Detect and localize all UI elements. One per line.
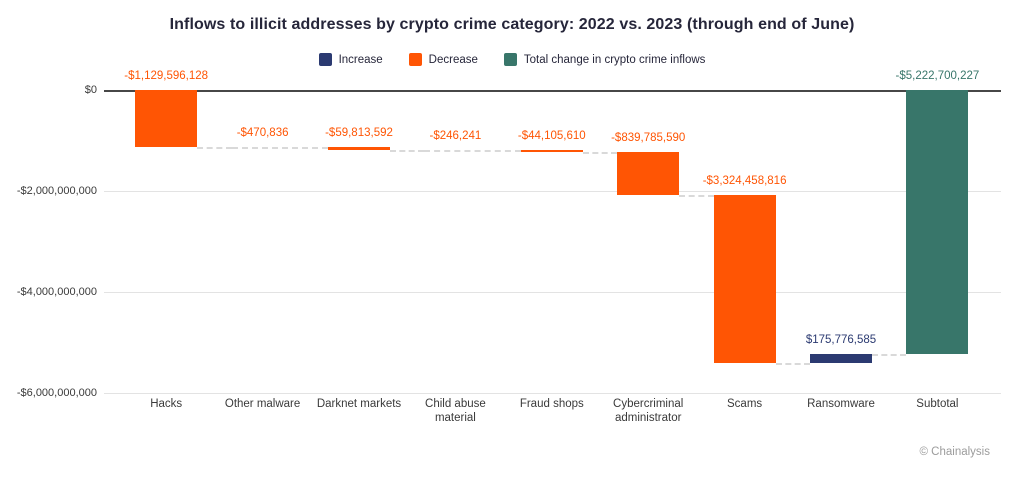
bar-value-label: -$470,836 xyxy=(236,127,289,140)
waterfall-bar-decrease xyxy=(328,147,390,151)
x-axis-category-label: Other malware xyxy=(224,398,301,410)
bar-value-label: -$59,813,592 xyxy=(325,127,393,140)
waterfall-connector xyxy=(775,362,810,365)
bar-value-label: -$246,241 xyxy=(429,130,482,143)
waterfall-connector xyxy=(197,147,232,150)
legend-item-increase: Increase xyxy=(318,53,383,66)
legend-swatch-total xyxy=(503,53,517,66)
waterfall-connector xyxy=(231,147,328,150)
waterfall-connector xyxy=(390,150,425,153)
chart-title: Inflows to illicit addresses by crypto c… xyxy=(169,16,855,33)
bar-value-label: -$839,785,590 xyxy=(611,132,686,145)
legend-swatch-increase xyxy=(318,53,332,66)
x-axis-category-label: Fraud shops xyxy=(519,398,584,410)
bar-value-label: -$3,324,458,816 xyxy=(702,174,787,187)
bar-value-label: -$5,222,700,227 xyxy=(895,70,980,82)
gridline xyxy=(104,393,1001,394)
x-axis-category-label: Darknet markets xyxy=(316,398,402,410)
waterfall-bar-total xyxy=(906,90,969,354)
x-axis-category-label: Subtotal xyxy=(916,398,959,410)
legend-label: Increase xyxy=(338,53,383,66)
y-axis-tick-label: -$2,000,000,000 xyxy=(16,185,97,197)
waterfall-connector xyxy=(424,150,521,153)
gridline xyxy=(104,292,1001,293)
gridline xyxy=(104,191,1001,192)
waterfall-bar-decrease xyxy=(520,150,583,153)
x-axis-category-label: Child abuse material xyxy=(425,398,486,424)
zero-axis-line xyxy=(104,90,1001,92)
legend-label: Decrease xyxy=(428,53,478,66)
waterfall-connector xyxy=(872,353,907,356)
bar-value-label: -$44,105,610 xyxy=(517,130,586,143)
y-axis-tick-label: $0 xyxy=(84,84,97,96)
copyright-credit: © Chainalysis xyxy=(919,446,990,458)
legend-item-total: Total change in crypto crime inflows xyxy=(503,53,706,66)
x-axis-category-label: Ransomware xyxy=(807,398,875,410)
y-axis-tick-label: -$4,000,000,000 xyxy=(16,286,97,298)
waterfall-bar-increase xyxy=(810,353,872,363)
chart-legend: Increase Decrease Total change in crypto c… xyxy=(0,53,1024,66)
y-axis-tick-label: -$6,000,000,000 xyxy=(16,387,97,399)
bar-value-label: $175,776,585 xyxy=(805,333,877,346)
waterfall-bar-decrease xyxy=(713,194,776,363)
x-axis-category-label: Cybercriminal administrator xyxy=(613,398,684,424)
legend-swatch-decrease xyxy=(408,53,422,66)
waterfall-connector xyxy=(582,152,618,155)
legend-label: Total change in crypto crime inflows xyxy=(523,53,706,66)
waterfall-bar-decrease xyxy=(135,90,198,148)
waterfall-connector xyxy=(679,194,714,197)
bar-value-label: -$1,129,596,128 xyxy=(124,70,209,82)
x-axis-category-label: Hacks xyxy=(150,398,183,410)
waterfall-bar-decrease xyxy=(617,152,680,195)
x-axis-category-label: Scams xyxy=(727,398,763,410)
legend-item-decrease: Decrease xyxy=(408,53,478,66)
